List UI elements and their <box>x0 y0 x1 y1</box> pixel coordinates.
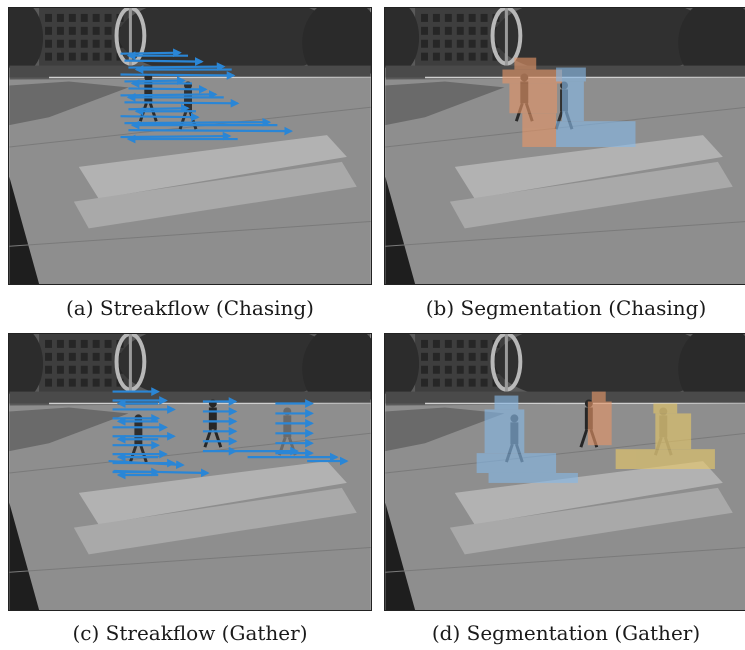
pavement-slab-1 <box>78 461 347 525</box>
flow-arrow <box>120 112 200 122</box>
segment-blue <box>476 395 578 483</box>
flow-arrow <box>128 104 190 113</box>
lawn <box>9 391 371 404</box>
pavement-slab-1 <box>454 135 723 199</box>
flow-arrow <box>128 84 208 94</box>
flow-arrow <box>124 98 240 108</box>
scene-image <box>9 334 371 610</box>
shadow-region <box>385 81 505 126</box>
flow-arrow <box>120 71 236 80</box>
flow-arrow <box>108 459 185 470</box>
segment-orange <box>587 391 612 446</box>
shadow-region <box>9 81 129 126</box>
panel-c-streakflow-gather <box>8 333 372 611</box>
lawn <box>385 391 745 404</box>
pavement-slab-2 <box>73 487 357 555</box>
pavement-slab-2 <box>73 161 357 229</box>
tree-canopy <box>494 334 713 404</box>
flow-arrow <box>120 48 182 58</box>
pavement-slab-1 <box>454 461 723 525</box>
flow-arrow <box>124 57 204 66</box>
panel-b-segmentation-chasing <box>384 7 745 285</box>
pavement-slab-2 <box>449 161 733 229</box>
foreground-shadow <box>385 176 416 284</box>
streakflow-arrows <box>108 387 349 480</box>
flow-arrow <box>124 117 272 127</box>
pavement-slab-1 <box>78 135 347 199</box>
tree-canopy <box>118 334 337 404</box>
flow-arrow <box>128 126 294 136</box>
flow-arrow <box>124 76 186 85</box>
shadow-region <box>385 407 505 452</box>
tree-left <box>9 334 44 400</box>
shadow-region <box>9 407 129 452</box>
tree-canopy <box>494 8 713 78</box>
scene-image <box>9 8 371 284</box>
tree-left <box>385 334 420 400</box>
pavement-slab-2 <box>449 487 733 555</box>
caption-c: (c) Streakflow (Gather) <box>72 621 308 645</box>
tree-canopy <box>118 8 337 78</box>
scene-image <box>385 8 745 284</box>
segment-yellow <box>615 403 715 470</box>
tree-left <box>385 8 420 74</box>
panel-d-segmentation-gather <box>384 333 745 611</box>
caption-a: (a) Streakflow (Chasing) <box>66 296 314 320</box>
caption-d: (d) Segmentation (Gather) <box>431 621 701 645</box>
scene-image <box>385 334 745 610</box>
foreground-shadow <box>385 502 416 610</box>
flow-arrow <box>128 62 226 72</box>
flow-arrow <box>120 131 232 141</box>
flow-arrow <box>120 90 218 99</box>
caption-b: (b) Segmentation (Chasing) <box>425 296 707 320</box>
segment-blue <box>556 67 636 147</box>
foreground-shadow <box>9 176 40 284</box>
lawn <box>9 65 371 78</box>
panel-a-streakflow-chasing <box>8 7 372 285</box>
streakflow-arrows <box>120 48 294 144</box>
segment-orange <box>502 57 563 147</box>
tree-left <box>9 8 44 74</box>
flow-arrow <box>113 468 210 478</box>
